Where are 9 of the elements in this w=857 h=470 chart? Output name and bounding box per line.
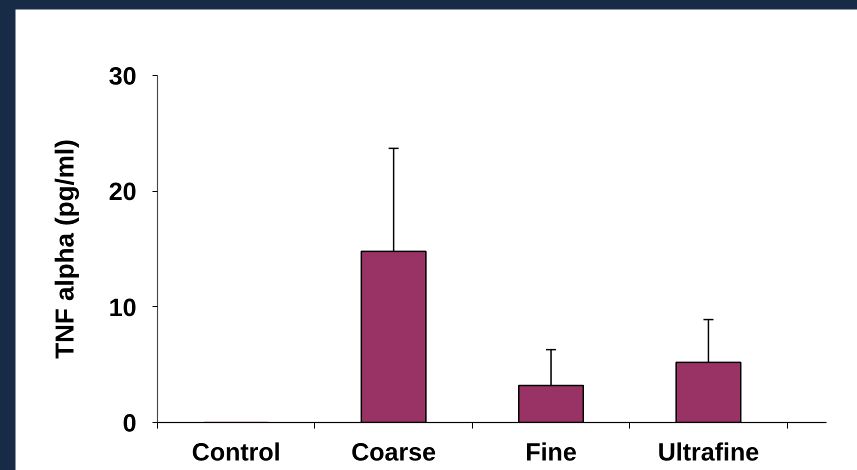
x-tick-label: Ultrafine	[658, 438, 760, 466]
y-tick-label: 30	[108, 62, 137, 90]
x-tick-label: Coarse	[351, 438, 436, 466]
x-tick-label: Fine	[525, 438, 577, 466]
x-tick-label: Control	[192, 438, 281, 466]
y-tick-label: 10	[108, 294, 137, 322]
y-tick-label: 20	[108, 178, 137, 206]
y-tick-label: 0	[122, 410, 136, 438]
y-axis-title: TNF alpha (pg/ml)	[50, 139, 80, 359]
